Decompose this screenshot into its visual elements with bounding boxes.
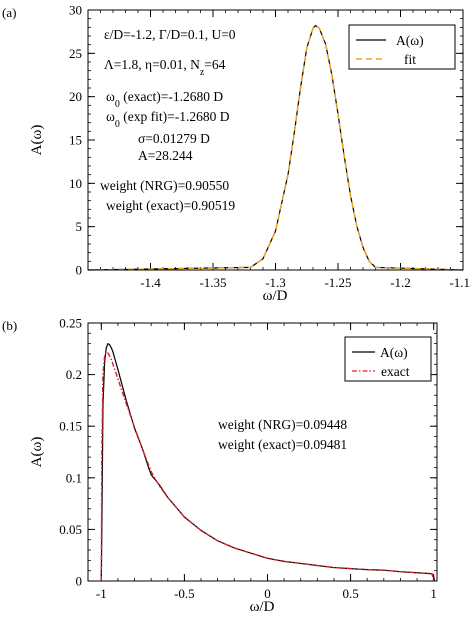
x-tick-label: -1.15 [449,275,471,290]
x-tick-label: -1.2 [390,275,411,290]
panel-b-legend-label-exact: exact [381,364,410,379]
y-tick-label: 0.15 [59,419,82,434]
x-tick-label: -1.35 [199,275,226,290]
x-tick-label: 0 [264,586,271,601]
y-tick-label: 25 [69,46,82,61]
panel-a-series [87,24,464,271]
panel-a-label: (a) [2,5,16,20]
panel-b-legend-box [344,336,432,382]
x-tick-label: 1 [430,586,437,601]
x-tick-label: -1 [96,586,107,601]
panel-a-legend-label-a: A(ω) [396,33,424,48]
panel-b-x-axis-label: ω/D [250,599,275,615]
x-tick-label: 0.5 [342,586,358,601]
y-tick-label: 0.2 [66,367,82,382]
panel-a-annotation-weight-exact: weight (exact)=0.90519 [106,198,235,213]
panel-a-y-axis-label: A(ω) [29,125,45,156]
panel-a-x-axis-label: ω/D [263,288,288,304]
panel-a-legend: A(ω) fit [348,24,456,70]
panel-a-annotation-nrg: Λ=1.8, η=0.01, Nz=64 [104,57,226,78]
y-tick-label: 0.25 [59,316,82,331]
y-tick-label: 20 [69,89,82,104]
x-tick-label: -1.4 [140,275,161,290]
y-tick-label: 0.05 [59,522,82,537]
panel-b-annotation-weight-nrg: weight (NRG)=0.09448 [218,417,347,432]
panel-b-frame [87,322,438,582]
panel-b-y-axis-label: A(ω) [29,437,45,468]
panel-a-legend-label-fit: fit [404,52,416,67]
panel-a: (a) -1.4 -1.35 -1.3 -1.25 -1.2 -1.15 0 5 10 15 20… [2,3,471,305]
panel-b-x-tick-labels: -1 -0.5 0 0.5 1 [96,586,437,601]
y-tick-label: 0.1 [66,470,82,485]
panel-a-frame [87,9,464,271]
panel-a-legend-box [348,24,456,70]
panel-a-annotation-params: ε/D=-1.2, Γ/D=0.1, U=0 [104,27,236,42]
panel-b-label: (b) [2,318,17,333]
panel-b: (b) -1 -0.5 0 0.5 1 00.050.10.150.20.25 ω/D … [2,316,438,615]
panel-b-series [100,343,436,582]
y-tick-label: 0 [76,263,83,278]
panel-a-annotation-weight-nrg: weight (NRG)=0.90550 [100,178,229,193]
x-tick-label: -1.25 [324,275,351,290]
panel-b-legend-label-a: A(ω) [380,345,408,360]
panel-a-annotation-amplitude: A=28.244 [138,148,193,163]
x-tick-label: -1.3 [265,275,286,290]
panel-a-x-tick-labels: -1.4 -1.35 -1.3 -1.25 -1.2 -1.15 [140,275,471,290]
panel-a-annotation-sigma: σ=0.01279 D [138,131,210,146]
panel-a-annotation-omega-fit: ω0 (exp fit)=-1.2680 D [106,109,230,130]
series-line-exact [100,351,435,582]
panel-b-y-tick-labels: 0 0.05 0.1 0.15 0.2 0.25 [59,316,82,589]
panel-a-y-tick-labels: 0 5 10 15 20 25 30 [69,3,82,278]
y-tick-label: 5 [76,219,83,234]
panel-b-annotation-weight-exact: weight (exact)=0.09481 [218,437,347,452]
series-line-fit [87,24,464,271]
y-tick-label: 15 [69,133,82,148]
x-tick-label: -0.5 [174,586,195,601]
y-tick-label: 0 [76,574,83,589]
y-tick-label: 30 [69,3,82,18]
panel-b-legend: A(ω) exact [344,336,432,382]
panel-a-annotation-omega-exact: ω0 (exact)=-1.2680 D [106,89,223,110]
y-tick-label: 10 [69,176,82,191]
